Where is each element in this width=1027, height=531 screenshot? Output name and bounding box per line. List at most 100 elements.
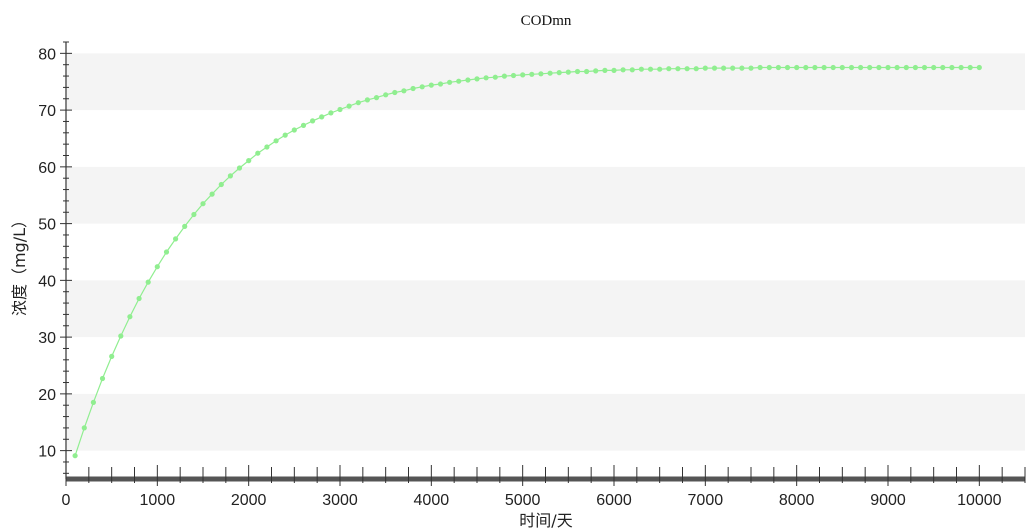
- grid-band: [67, 53, 1025, 111]
- background-bands: [67, 53, 1025, 451]
- data-point: [337, 106, 343, 113]
- data-point: [501, 73, 507, 79]
- data-point: [346, 103, 352, 109]
- data-point: [483, 75, 489, 81]
- data-point: [364, 97, 370, 103]
- data-point: [145, 279, 151, 285]
- data-point: [474, 76, 480, 82]
- data-point: [282, 132, 288, 138]
- data-point: [209, 191, 215, 197]
- data-point: [730, 65, 736, 71]
- grid-band: [67, 166, 1025, 224]
- x-axis-title: 时间/天: [519, 511, 572, 530]
- y-tick-label: 40: [38, 273, 56, 290]
- data-point: [163, 249, 170, 255]
- data-point: [118, 333, 124, 339]
- data-point: [456, 78, 462, 84]
- data-point: [136, 295, 142, 302]
- x-tick-label: 5000: [505, 492, 541, 509]
- data-point: [383, 92, 389, 98]
- data-point: [273, 138, 279, 144]
- data-point: [876, 64, 882, 71]
- data-point: [236, 165, 243, 171]
- x-tick-label: 1000: [140, 492, 176, 509]
- data-point: [629, 67, 635, 73]
- data-point: [721, 65, 727, 71]
- data-point: [319, 114, 325, 120]
- data-point: [638, 66, 645, 72]
- data-point: [355, 100, 361, 106]
- data-point: [520, 72, 526, 78]
- data-point: [437, 81, 444, 87]
- data-point: [300, 122, 307, 128]
- data-point: [173, 236, 179, 242]
- y-tick-label: 20: [38, 387, 56, 404]
- data-point: [154, 264, 160, 270]
- data-point: [584, 68, 590, 75]
- x-tick-label: 7000: [688, 492, 724, 509]
- data-point: [447, 79, 453, 85]
- y-tick-label: 80: [38, 46, 56, 63]
- data-point: [310, 118, 316, 124]
- data-point: [684, 66, 690, 72]
- data-point: [830, 64, 836, 71]
- data-point: [81, 425, 87, 431]
- data-point: [401, 88, 407, 94]
- data-point: [858, 64, 864, 71]
- data-point: [775, 64, 782, 71]
- y-tick-label: 10: [38, 444, 56, 461]
- data-point: [510, 72, 517, 79]
- data-point: [867, 64, 873, 71]
- data-point: [328, 110, 334, 116]
- y-tick-label: 50: [38, 217, 56, 234]
- data-point: [912, 64, 919, 71]
- data-point: [392, 89, 398, 96]
- x-tick-label: 2000: [231, 492, 267, 509]
- grid-band: [67, 393, 1025, 451]
- tick-marks: 10 20 30 40 50 60 70 80 0 1000 2000 3000 4000 5000 600…: [38, 41, 1026, 509]
- data-point: [72, 453, 78, 459]
- data-point: [182, 223, 188, 229]
- data-point: [821, 64, 827, 71]
- data-point: [602, 67, 608, 73]
- data-point: [547, 70, 553, 76]
- data-point: [428, 82, 434, 88]
- data-point: [611, 67, 617, 73]
- data-point: [373, 95, 380, 101]
- data-point: [666, 66, 672, 72]
- data-point: [967, 64, 973, 71]
- data-point: [556, 70, 562, 76]
- data-point: [711, 65, 718, 71]
- x-tick-label: 6000: [596, 492, 632, 509]
- data-point: [264, 144, 270, 150]
- data-point: [529, 71, 535, 77]
- data-point: [191, 211, 197, 218]
- data-point: [109, 353, 115, 359]
- data-point: [739, 65, 745, 71]
- data-point: [255, 150, 261, 156]
- data-point: [492, 74, 498, 80]
- grid-band: [67, 280, 1025, 338]
- data-point: [848, 64, 855, 71]
- data-point: [949, 64, 955, 71]
- data-point: [812, 64, 818, 71]
- data-point: [227, 173, 233, 179]
- data-point: [803, 64, 809, 71]
- data-point: [839, 64, 845, 71]
- data-point: [565, 69, 571, 75]
- data-point: [538, 71, 544, 77]
- data-point: [246, 158, 252, 164]
- x-tick-label: 3000: [322, 492, 358, 509]
- data-point: [757, 64, 763, 71]
- data-point: [940, 64, 946, 71]
- data-point: [693, 66, 699, 72]
- data-point: [885, 64, 891, 71]
- x-tick-label: 9000: [870, 492, 906, 509]
- data-point: [958, 64, 964, 71]
- data-point: [419, 84, 425, 90]
- data-point: [465, 77, 471, 83]
- data-point: [931, 64, 937, 71]
- y-tick-label: 70: [38, 103, 56, 120]
- series-line: [74, 66, 980, 456]
